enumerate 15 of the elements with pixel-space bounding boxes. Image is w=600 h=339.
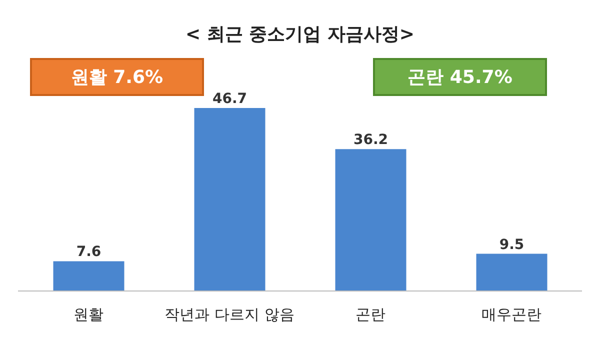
text: 원활 7.6% [30, 58, 204, 96]
chart-title: < 최근 중소기업 자금사정> [184, 23, 416, 46]
x-tick-label: 곤란 [356, 306, 386, 324]
data-label: 46.7 [212, 91, 248, 107]
bar [335, 149, 406, 291]
text: 곤란 45.7% [373, 58, 547, 96]
data-label: 36.2 [353, 132, 388, 148]
x-tick-label: 원활 [74, 306, 104, 324]
data-label: 9.5 [499, 236, 524, 253]
x-tick-label: 매우곤란 [482, 306, 542, 324]
bar [53, 261, 124, 291]
bar [194, 108, 266, 291]
data-label: 7.6 [76, 244, 102, 260]
x-tick-label: 작년과 다르지 않음 [164, 306, 294, 324]
bar [476, 254, 548, 291]
